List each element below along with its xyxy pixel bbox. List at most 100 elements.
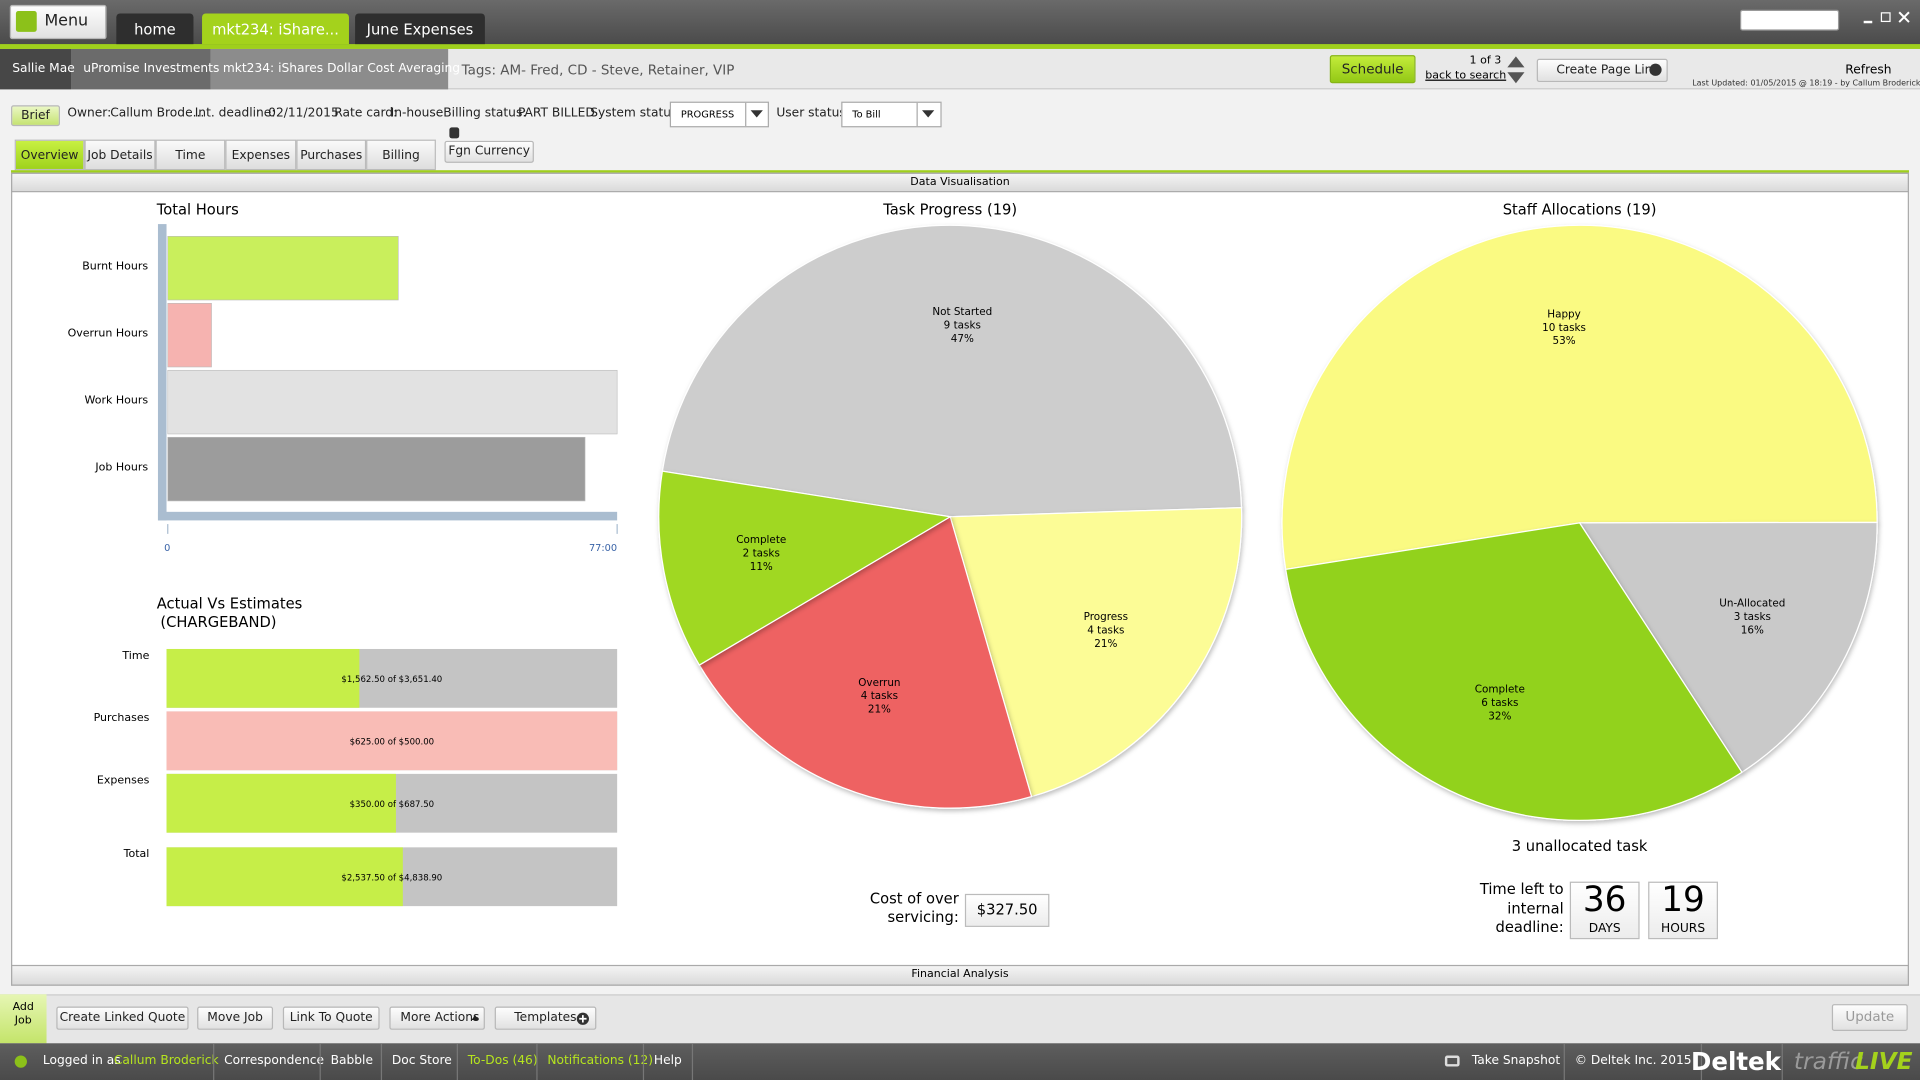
- panel-header: Data Visualisation: [11, 172, 1909, 193]
- chart-title: Task Progress (19): [882, 201, 1017, 218]
- bar: [167, 369, 618, 435]
- minimize[interactable]: [1863, 20, 1873, 24]
- actual-bar: [166, 711, 618, 771]
- label: System status:: [590, 106, 682, 120]
- financial-header[interactable]: Financial Analysis: [11, 964, 1909, 986]
- close[interactable]: [1898, 11, 1910, 23]
- pie-slice: [661, 224, 1243, 518]
- subtab[interactable]: Time: [155, 139, 226, 171]
- breadcrumb[interactable]: uPromise Investments: [71, 48, 219, 90]
- logged-in-user[interactable]: Callum Broderick: [113, 1054, 219, 1068]
- y-tick-label: Work Hours: [84, 393, 148, 406]
- y-axis: [157, 224, 167, 521]
- value: 02/11/2015: [268, 106, 339, 120]
- product-logo-suffix: LIVE: [1855, 1048, 1913, 1076]
- slice-label: Progress: [1084, 611, 1128, 623]
- status-link[interactable]: Correspondence: [213, 1043, 334, 1080]
- breadcrumb[interactable]: Sallie Mae: [0, 48, 75, 90]
- top-accent: [0, 44, 1920, 49]
- toolbar-button[interactable]: Move Job: [197, 1006, 274, 1030]
- slice-label: Complete: [1475, 684, 1525, 696]
- subtab-active[interactable]: Overview: [14, 139, 85, 171]
- slice-label: 47%: [951, 333, 974, 345]
- maximize[interactable]: [1880, 12, 1891, 23]
- y-tick-label: Overrun Hours: [68, 326, 149, 339]
- cost-label: Cost of over servicing:: [869, 890, 959, 926]
- actual-bar: [166, 773, 396, 833]
- time-left-label: Time left to internal deadline:: [1479, 880, 1564, 936]
- y-tick-label: Job Hours: [94, 460, 148, 473]
- slice-label: 9 tasks: [944, 319, 981, 331]
- search-box[interactable]: [1740, 9, 1840, 31]
- subtab[interactable]: Job Details: [84, 139, 156, 171]
- slice-label: 2 tasks: [743, 547, 780, 559]
- slice-label: 11%: [750, 561, 773, 573]
- toolbar-button[interactable]: Create Linked Quote: [56, 1006, 189, 1030]
- toolbar-button[interactable]: Templates: [494, 1006, 597, 1030]
- previous-arrow[interactable]: [1507, 56, 1525, 68]
- bar: [167, 436, 586, 502]
- system-status-select[interactable]: PROGRESS: [669, 101, 769, 128]
- refresh[interactable]: Refresh: [1845, 63, 1892, 78]
- category-label: Expenses: [97, 774, 150, 787]
- cost-value: $327.50: [964, 893, 1050, 927]
- slice-label: 21%: [1094, 638, 1117, 650]
- bar-label: $350.00 of $687.50: [350, 800, 435, 810]
- update-button[interactable]: Update: [1831, 1004, 1908, 1032]
- slice-label: Un-Allocated: [1719, 598, 1785, 610]
- toolbar-icons: [471, 1012, 589, 1025]
- status-link[interactable]: Babble: [319, 1043, 383, 1080]
- toolbar-button[interactable]: More Actions: [389, 1006, 485, 1030]
- subtab[interactable]: Purchases: [296, 139, 367, 171]
- status-link[interactable]: Notifications (12): [536, 1043, 662, 1080]
- subtab[interactable]: Billing: [366, 139, 436, 171]
- actual-bar: [166, 847, 403, 907]
- take-snapshot[interactable]: Take Snapshot: [1471, 1054, 1561, 1068]
- next-arrow[interactable]: [1507, 72, 1525, 84]
- pie-slice: [658, 470, 952, 666]
- create-page-link[interactable]: Create Page Link: [1536, 58, 1668, 83]
- bar: [167, 236, 399, 301]
- plus-icon: [1649, 63, 1662, 76]
- breadcrumb[interactable]: mkt234: iShares Dollar Cost Averaging ..…: [210, 48, 476, 90]
- chart-subtitle: (CHARGEBAND): [160, 614, 276, 631]
- value: Callum Brode...: [110, 106, 205, 120]
- hours-box: [1648, 881, 1718, 940]
- slice-label: Happy: [1547, 308, 1581, 320]
- status-link[interactable]: Doc Store: [380, 1043, 462, 1080]
- tab[interactable]: June Expenses: [355, 13, 485, 45]
- status-link[interactable]: To-Dos (46): [456, 1043, 548, 1080]
- brief-button[interactable]: Brief: [11, 105, 60, 127]
- subtab-line: [11, 170, 1909, 173]
- schedule-button[interactable]: Schedule: [1329, 55, 1416, 84]
- chart-note: 3 unallocated task: [1512, 838, 1648, 855]
- last-updated: Last Updated: 01/05/2015 @ 18:19 - by Ca…: [1692, 78, 1920, 89]
- window-controls: [1863, 11, 1910, 24]
- status-link[interactable]: Help: [642, 1043, 693, 1080]
- y-tick-label: Burnt Hours: [82, 259, 148, 272]
- toolbar-button[interactable]: Link To Quote: [282, 1006, 380, 1030]
- x-axis: [157, 511, 618, 521]
- slice-label: Complete: [736, 534, 786, 546]
- add-job-button[interactable]: Add Job: [0, 994, 47, 1044]
- chart-title: Staff Allocations (19): [1503, 201, 1657, 218]
- logged-in-label: Logged in as: [42, 1054, 121, 1068]
- slice-label: 21%: [868, 704, 891, 716]
- online-dot: [14, 1055, 27, 1068]
- slice-label: 10 tasks: [1542, 322, 1586, 334]
- bar-label: $1,562.50 of $3,651.40: [341, 675, 442, 685]
- subtab[interactable]: Expenses: [225, 139, 297, 171]
- pie-slice: [1285, 522, 1743, 822]
- slice-label: 3 tasks: [1734, 611, 1771, 623]
- user-status-select[interactable]: To Bill: [841, 101, 942, 128]
- slice-label: 32%: [1488, 710, 1511, 722]
- bar-label: $2,537.50 of $4,838.90: [341, 873, 442, 883]
- tab[interactable]: home: [116, 13, 194, 45]
- label: User status:: [776, 106, 850, 120]
- slice-label: 53%: [1552, 335, 1575, 347]
- back-to-search[interactable]: back to search: [1425, 69, 1507, 83]
- label: Rate card:: [334, 106, 398, 120]
- tab-active[interactable]: mkt234: iShare...: [202, 13, 349, 45]
- fgn-currency-button[interactable]: Fgn Currency: [444, 140, 534, 163]
